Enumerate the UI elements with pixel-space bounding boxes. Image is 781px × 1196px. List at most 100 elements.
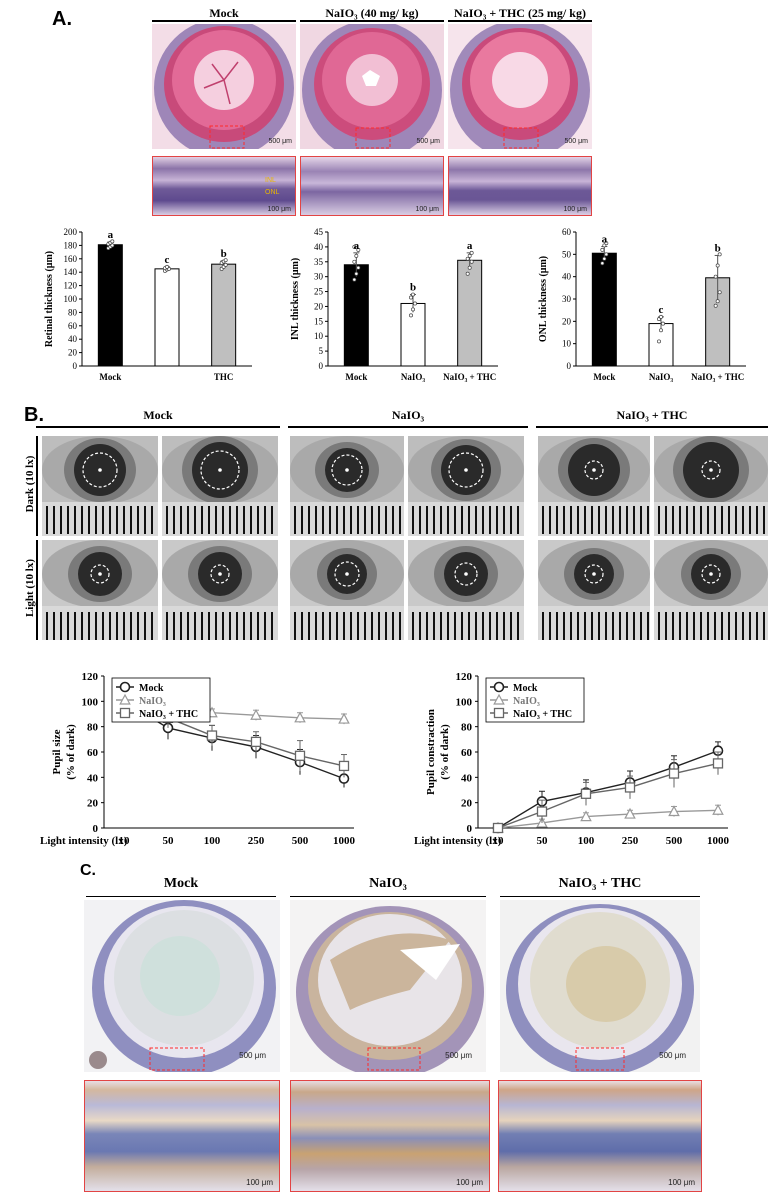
x-axis-label: Light intensity (lx) bbox=[414, 835, 502, 847]
he-inset-mock: INL ONL 100 μm bbox=[152, 156, 296, 216]
data-point bbox=[110, 243, 115, 248]
scale-bar-label: 500 μm bbox=[659, 1051, 686, 1060]
data-point bbox=[600, 261, 605, 266]
data-point bbox=[467, 253, 472, 258]
series-line bbox=[497, 809, 719, 829]
pupil-photo bbox=[162, 540, 278, 640]
bar bbox=[400, 302, 426, 367]
marker-triangle bbox=[580, 810, 592, 822]
x-tick-label: 500 bbox=[292, 835, 309, 847]
legend-label: Mock bbox=[139, 683, 164, 694]
y-tick-label: 35 bbox=[314, 257, 324, 267]
marker-triangle bbox=[668, 805, 680, 817]
y-tick-label: 20 bbox=[314, 301, 324, 311]
data-point bbox=[411, 292, 415, 297]
bar bbox=[343, 264, 369, 367]
marker-square bbox=[294, 750, 306, 761]
y-tick-label: 0 bbox=[73, 361, 78, 371]
x-tick-label: 10 bbox=[119, 835, 131, 847]
y-axis-label: ONL thickness (μm) bbox=[538, 256, 549, 342]
x-tick-label: 50 bbox=[163, 835, 175, 847]
data-point bbox=[356, 247, 361, 252]
significance-letter: a bbox=[602, 234, 608, 246]
marker-triangle bbox=[493, 693, 505, 705]
pupil-photo bbox=[654, 436, 768, 536]
data-point bbox=[352, 244, 357, 249]
x-tick-label: 250 bbox=[248, 835, 265, 847]
y-tick-label: 0 bbox=[93, 823, 99, 835]
pupil-photo bbox=[42, 436, 158, 536]
x-tick-label: 250 bbox=[622, 835, 639, 847]
data-point bbox=[465, 271, 470, 276]
y-tick-label: 45 bbox=[314, 227, 324, 237]
retinal-thickness-chart: 0 20 40 60 80 100 120 140 160 180 200 Retinal thick… bbox=[44, 227, 252, 382]
y-axis-label: (% of dark) bbox=[439, 724, 451, 780]
marker-square bbox=[712, 758, 724, 769]
legend-label: Mock bbox=[513, 683, 538, 694]
data-point bbox=[465, 256, 470, 261]
data-point bbox=[223, 262, 228, 267]
panel-c-group-mock: Mock bbox=[163, 876, 199, 891]
bar bbox=[97, 244, 123, 367]
x-tick-label: 1000 bbox=[707, 835, 730, 847]
onl-thickness-chart: 0 10 20 30 40 50 60 ONL thickness (μm) a Mock c NaI… bbox=[538, 227, 746, 382]
y-tick-label: 20 bbox=[562, 316, 572, 326]
y-tick-label: 10 bbox=[562, 339, 572, 349]
legend-label: NaIO₃ bbox=[513, 696, 540, 707]
data-point bbox=[604, 252, 609, 257]
scale-bar-label: 100 μm bbox=[456, 1178, 483, 1187]
pupil-photo bbox=[290, 540, 404, 640]
y-tick-label: 40 bbox=[87, 772, 99, 784]
data-point bbox=[354, 253, 359, 258]
panel-c-group-naio3: NaIO₃ bbox=[369, 876, 407, 891]
pupil-photo bbox=[408, 540, 524, 640]
y-tick-label: 20 bbox=[461, 798, 473, 810]
y-axis-label: (% of dark) bbox=[65, 724, 77, 780]
marker-square bbox=[668, 768, 680, 779]
bar bbox=[154, 268, 180, 367]
significance-letter: a bbox=[467, 240, 473, 252]
significance-letter: c bbox=[165, 254, 170, 266]
bar bbox=[211, 263, 237, 367]
y-axis-label: INL thickness (μm) bbox=[290, 258, 301, 340]
category-label: Mock bbox=[99, 372, 121, 382]
panel-a-group-naio3: NaIO₃ (40 mg/ kg) bbox=[325, 6, 419, 20]
category-label: Mock bbox=[593, 372, 615, 382]
marker-triangle bbox=[119, 693, 131, 705]
data-point bbox=[713, 303, 718, 308]
category-label: THC bbox=[214, 372, 234, 382]
data-point bbox=[223, 258, 228, 263]
scale-bar-label: 500 μm bbox=[268, 138, 293, 145]
x-tick-label: 10 bbox=[493, 835, 505, 847]
data-point bbox=[413, 301, 417, 306]
panel-a-group-thc: NaIO₃ + THC (25 mg/ kg) bbox=[454, 6, 586, 20]
y-tick-label: 120 bbox=[64, 281, 78, 291]
y-tick-label: 30 bbox=[562, 294, 572, 304]
data-point bbox=[352, 277, 357, 282]
x-tick-label: 1000 bbox=[333, 835, 356, 847]
marker-square bbox=[338, 760, 350, 772]
marker-square bbox=[624, 782, 636, 793]
category-label: NaIO₃ + THC bbox=[443, 372, 496, 382]
ihc-inset-naio3: 100 μm bbox=[290, 1080, 490, 1192]
y-tick-label: 0 bbox=[319, 361, 324, 371]
data-point bbox=[409, 313, 413, 318]
data-point bbox=[657, 339, 661, 344]
y-tick-label: 160 bbox=[64, 254, 78, 264]
scale-bar-label: 100 μm bbox=[415, 206, 440, 213]
scale-bar-label: 500 μm bbox=[416, 138, 441, 145]
ihc-inset-mock: 100 μm bbox=[84, 1080, 280, 1192]
pupil-photo bbox=[538, 540, 650, 640]
scale-bar-label: 500 μm bbox=[239, 1051, 266, 1060]
row-label-light: Light (10 lx) bbox=[24, 558, 36, 618]
marker-triangle bbox=[250, 708, 262, 720]
marker-square bbox=[492, 822, 504, 834]
marker-square bbox=[250, 736, 262, 748]
category-label: NaIO₃ bbox=[401, 372, 426, 382]
scale-bar-label: 100 μm bbox=[246, 1178, 273, 1187]
y-tick-label: 180 bbox=[64, 240, 78, 250]
data-point bbox=[469, 250, 474, 255]
y-tick-label: 100 bbox=[82, 696, 99, 708]
y-tick-label: 60 bbox=[87, 747, 99, 759]
category-label: NaIO₃ bbox=[649, 372, 674, 382]
